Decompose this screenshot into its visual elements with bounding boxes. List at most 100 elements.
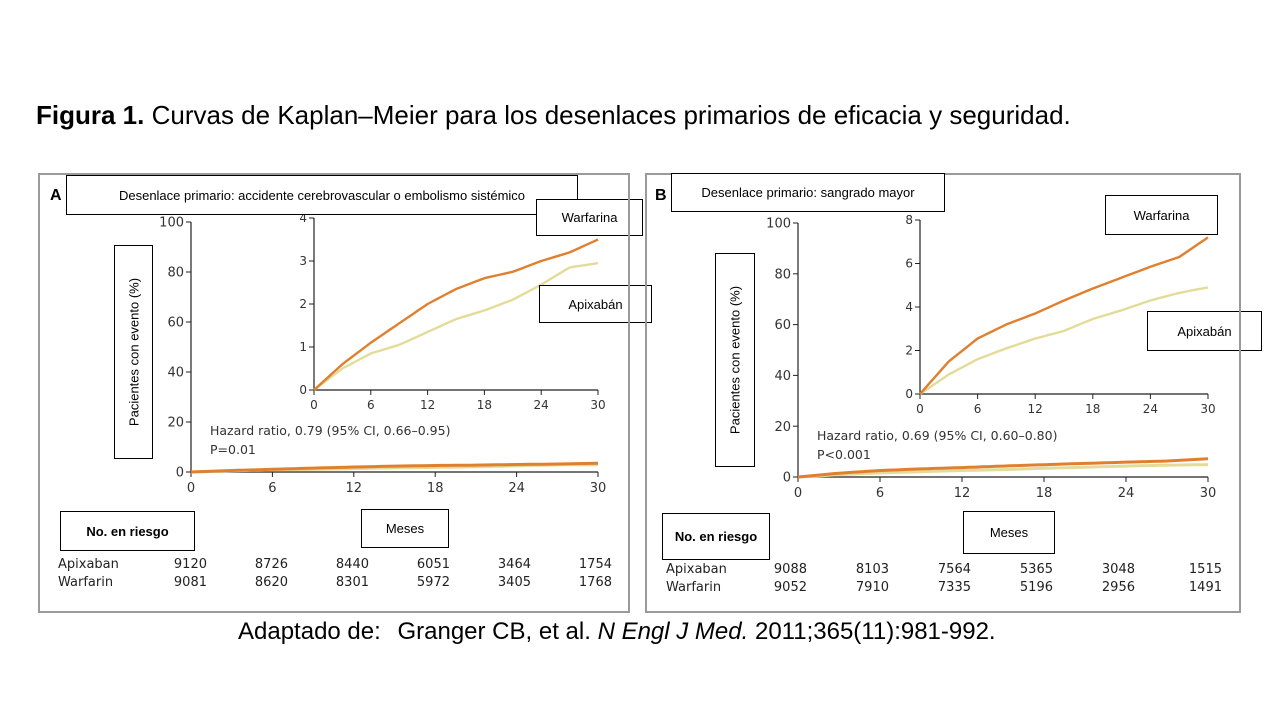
risk-cell: 5196 <box>1019 580 1053 595</box>
p-value-a: P=0.01 <box>210 442 256 457</box>
caption-authors: Granger CB, et al. <box>397 618 591 645</box>
risk-row-label-a-apixaban: Apixaban <box>58 557 119 572</box>
a-inset-x-tick-label: 18 <box>477 398 492 412</box>
a-main-x-tick-label: 18 <box>427 481 444 496</box>
risk-cell: 8726 <box>254 557 288 572</box>
risk-header-a: No. en riesgo <box>60 511 195 551</box>
caption-prefix: Adaptado de: <box>238 618 381 645</box>
panel-a: 0 6 12 18 24 30 0 20 40 60 80 100 0 6 12 18 24 30 0 1 2 3 4 A … <box>38 173 652 613</box>
caption-citation: 2011;365(11):981-992. <box>754 618 996 645</box>
risk-cell: 9120 <box>173 557 207 572</box>
panel-a-title-box: Desenlace primario: accidente cerebrovas… <box>66 175 578 215</box>
panel-a-letter: A <box>50 187 62 204</box>
hazard-ratio-a-text: Hazard ratio, 0.79 (95% CI, 0.66–0.95) <box>210 423 451 438</box>
risk-cell: 3405 <box>497 575 531 590</box>
panel-b-title-box: Desenlace primario: sangrado mayor <box>671 173 945 212</box>
b-main-x-tick-label: 18 <box>1036 486 1053 501</box>
b-inset-x-tick-label: 0 <box>916 402 924 416</box>
a-main-x-tick-label: 12 <box>346 481 363 496</box>
b-main-x-tick-label: 12 <box>954 486 971 501</box>
b-main-y-tick-label: 100 <box>766 217 791 232</box>
a-inset-x-tick-label: 30 <box>590 398 605 412</box>
b-inset-x-tick-label: 12 <box>1028 402 1043 416</box>
a-inset-y-tick-label: 0 <box>299 383 307 397</box>
b-inset-line-apixabán <box>919 286 1209 395</box>
risk-cell: 7335 <box>937 580 971 595</box>
risk-cell: 7564 <box>937 562 971 577</box>
risk-cell: 1754 <box>578 557 612 572</box>
b-main-line-apixabán <box>797 463 1209 479</box>
y-axis-label-a: Pacientes con evento (%) <box>114 245 153 459</box>
panel-b-letter: B <box>655 187 667 204</box>
risk-cell: 1768 <box>578 575 612 590</box>
risk-cell: 9052 <box>773 580 807 595</box>
a-main-y-tick-label: 20 <box>167 416 184 431</box>
risk-cell: 5365 <box>1019 562 1053 577</box>
a-main-y-tick-label: 80 <box>167 266 184 281</box>
p-value-b: P<0.001 <box>817 447 871 462</box>
b-main-y-tick-label: 20 <box>774 420 791 435</box>
b-main-y-tick-label: 40 <box>774 369 791 384</box>
risk-cell: 3048 <box>1101 562 1135 577</box>
a-main-y-tick-label: 100 <box>159 216 184 231</box>
a-inset-line-warfarina <box>313 238 599 391</box>
b-inset-y-tick-label: 6 <box>905 257 913 271</box>
a-inset-x-tick-label: 0 <box>310 398 318 412</box>
a-inset-x-tick-label: 12 <box>420 398 435 412</box>
b-inset-y-tick-label: 2 <box>905 344 913 358</box>
a-inset-y-tick-label: 3 <box>299 254 307 268</box>
a-inset-line-apixabán <box>313 261 599 391</box>
a-main-x-tick-label: 24 <box>508 481 525 496</box>
risk-cell: 8620 <box>254 575 288 590</box>
hazard-ratio-b: Hazard ratio, 0.69 (95% CI, 0.60–0.80) P… <box>817 426 1057 464</box>
a-inset-y-tick-label: 1 <box>299 340 307 354</box>
b-main-x-tick-label: 30 <box>1200 486 1217 501</box>
risk-cell: 1515 <box>1188 562 1222 577</box>
risk-cell: 9088 <box>773 562 807 577</box>
figure-title-text: Curvas de Kaplan–Meier para los desenlac… <box>151 100 1071 130</box>
risk-row-label-b-warfarin: Warfarin <box>666 580 722 595</box>
b-main-y-tick-label: 80 <box>774 267 791 282</box>
risk-table-b: Apixaban Warfarin 9088 8103 7564 5365 30… <box>666 562 1226 602</box>
legend-warfarina-b: Warfarina <box>1105 195 1218 235</box>
caption-journal: N Engl J Med. <box>597 618 749 645</box>
risk-cell: 5972 <box>416 575 450 590</box>
hazard-ratio-a: Hazard ratio, 0.79 (95% CI, 0.66–0.95) P… <box>210 421 450 459</box>
a-inset-x-tick-label: 24 <box>534 398 549 412</box>
b-inset-line-warfarina <box>919 236 1209 395</box>
b-main-x-tick-label: 6 <box>876 486 884 501</box>
b-inset-y-tick-label: 4 <box>905 300 913 314</box>
y-axis-label-b-text: Pacientes con evento (%) <box>727 285 743 435</box>
b-main-line-warfarina <box>797 457 1209 479</box>
risk-table-a: Apixaban Warfarin 9120 8726 8440 6051 34… <box>58 557 618 597</box>
source-caption: Adaptado de: Granger CB, et al. N Engl J… <box>238 618 996 646</box>
risk-header-b: No. en riesgo <box>662 513 770 560</box>
x-axis-label-b: Meses <box>963 511 1055 554</box>
a-inset-y-tick-label: 2 <box>299 297 307 311</box>
risk-cell: 8440 <box>335 557 369 572</box>
b-main-y-tick-label: 60 <box>774 318 791 333</box>
a-main-x-tick-label: 0 <box>187 481 195 496</box>
risk-cell: 8301 <box>335 575 369 590</box>
risk-cell: 1491 <box>1188 580 1222 595</box>
risk-cell: 7910 <box>855 580 889 595</box>
b-inset-x-tick-label: 18 <box>1085 402 1100 416</box>
a-main-line-warfarina <box>190 461 599 474</box>
a-main-y-tick-label: 60 <box>167 316 184 331</box>
a-main-y-tick-label: 40 <box>167 366 184 381</box>
a-main-x-tick-label: 30 <box>590 481 607 496</box>
b-main-x-tick-label: 24 <box>1118 486 1135 501</box>
b-inset-y-tick-label: 8 <box>905 213 913 227</box>
a-inset-y-tick-label: 4 <box>299 211 307 225</box>
risk-cell: 6051 <box>416 557 450 572</box>
risk-row-label-b-apixaban: Apixaban <box>666 562 727 577</box>
a-main-y-tick-label: 0 <box>176 466 184 481</box>
a-inset-x-tick-label: 6 <box>367 398 375 412</box>
legend-warfarina-a: Warfarina <box>536 199 643 236</box>
risk-cell: 9081 <box>173 575 207 590</box>
a-main-x-tick-label: 6 <box>268 481 276 496</box>
b-inset-y-tick-label: 0 <box>905 387 913 401</box>
b-inset-x-tick-label: 6 <box>974 402 982 416</box>
